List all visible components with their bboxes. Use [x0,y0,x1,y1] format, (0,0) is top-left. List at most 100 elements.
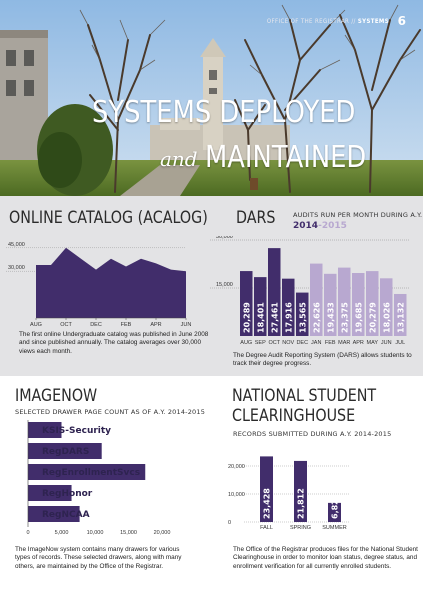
dars-bar [310,263,323,336]
imagenow-title: IMAGENOW [15,386,98,406]
dars-xtick-label: OCT [268,340,280,346]
hero-title-line2: MAINTAINED [205,140,367,175]
imagenow-bar-label: KSIS-Security [42,426,111,436]
dars-bar-value-label: 19,433 [326,302,335,333]
imagenow-xtick-label: 15,000 [120,530,137,536]
nsc-bar-chart: 20,000 10,000 0 23,428 FALL 21,812 SPRING 6,827… [228,456,350,531]
dars-bar [366,271,379,336]
imagenow-bar-label: RegNCAA [42,510,90,520]
dars-bar-value-label: 27,461 [270,302,279,333]
dars-bar [282,278,295,336]
dars-bar [338,267,351,336]
imagenow-description: The ImageNow system contains many drawer… [15,546,182,570]
dars-year-separator: - [318,221,322,231]
imagenow-xtick-label: 20,000 [154,530,171,536]
dars-bar [352,273,365,336]
catalog-xtick-label: JUN [181,322,192,328]
dars-year-2015: 2015 [321,221,347,231]
catalog-ytick-label: 30,000 [8,265,25,271]
imagenow-bar [28,464,146,480]
catalog-ytick-label: 45,000 [8,242,25,248]
dars-bar [380,278,393,336]
nsc-bar [294,460,307,522]
dars-bar-value-label: 22,626 [312,302,321,333]
dars-title: DARS [236,208,276,228]
catalog-xtick-label: FEB [121,322,132,328]
imagenow-xtick-label: 10,000 [87,530,104,536]
dars-bar-value-label: 18,401 [256,302,265,333]
imagenow-hbar-chart: KSIS-Security RegDARS RegEnrollmentSvcs Reg… [26,420,171,536]
dars-xtick-label: JUL [395,340,405,346]
dars-bar-value-label: 13,565 [298,302,307,333]
nsc-title-line1: NATIONAL STUDENT [232,386,377,406]
dars-year-range: 2014-2015 [293,221,347,231]
dars-bar [394,293,407,336]
dars-xtick-label: AUG [240,340,252,346]
nsc-ytick-label: 0 [228,520,231,526]
catalog-area-chart: 45,000 30,000 AUG OCT DEC FEB APR JUN [6,242,192,328]
nsc-subtitle: RECORDS SUBMITTED DURING A.Y. 2014-2015 [233,430,392,438]
catalog-description: The first online Undergraduate catalog w… [19,331,209,355]
dars-ytick-label: 15,000 [216,282,233,288]
nsc-ytick-label: 20,000 [228,464,245,470]
dars-bar-chart: 30,000 15,000 20,289 AUG 18,401 SEP 27,461 OCT 1… [210,236,410,346]
dars-xtick-label: DEC [296,340,308,346]
nsc-title-line2: CLEARINGHOUSE [232,406,356,426]
breadcrumb-separator: // [349,18,358,25]
dars-subtitle: AUDITS RUN PER MONTH DURING A.Y. [293,211,423,219]
dars-bar-value-label: 20,279 [368,302,377,333]
catalog-xtick-label: DEC [90,322,102,328]
dars-ytick-label: 30,000 [216,236,233,240]
catalog-xtick-label: OCT [60,322,72,328]
nsc-bar [260,456,273,522]
catalog-area [36,247,186,318]
nsc-xtick-label: SUMMER [322,525,346,531]
imagenow-xtick-label: 0 [26,530,29,536]
header-breadcrumb: OFFICE OF THE REGISTRAR // SYSTEMS [267,18,389,25]
imagenow-bar-label: RegDARS [42,447,89,457]
dars-bar-value-label: 20,289 [242,302,251,333]
imagenow-bar [28,506,80,522]
dars-xtick-label: NOV [282,340,294,346]
dars-xtick-label: JAN [311,340,321,346]
catalog-title: ONLINE CATALOG (ACALOG) [9,208,208,228]
dars-bar-value-label: 18,026 [382,302,391,333]
dars-bar [254,277,267,336]
hero-title-and: and [160,147,198,171]
catalog-xtick-label: APR [150,322,161,328]
imagenow-bar-label: RegHonor [42,489,93,499]
catalog-xtick-label: AUG [30,322,42,328]
imagenow-bar [28,485,72,501]
nsc-xtick-label: SPRING [290,525,311,531]
dars-xtick-label: JUN [381,340,392,346]
dars-xtick-label: MAY [366,340,378,346]
nsc-bar [328,502,341,522]
dars-bar-value-label: 13,132 [396,302,405,333]
nsc-bar-value-label: 6,827 [331,494,340,519]
imagenow-bar [28,443,102,459]
imagenow-bar-label: RegEnrollmentSvcs [42,468,140,478]
dars-xtick-label: SEP [255,340,266,346]
breadcrumb-office: OFFICE OF THE REGISTRAR [266,18,350,25]
dars-bar [268,248,281,336]
dars-bar-value-label: 17,916 [284,302,293,333]
nsc-description: The Office of the Registrar produces fil… [233,546,418,570]
dars-bar [240,271,253,336]
dars-bar [324,273,337,336]
hero-title-line1: SYSTEMS DEPLOYED [92,95,356,130]
imagenow-xtick-label: 5,000 [55,530,69,536]
dars-bar-value-label: 23,375 [340,302,349,333]
nsc-xtick-label: FALL [260,525,273,531]
nsc-ytick-label: 10,000 [228,492,245,498]
dars-xtick-label: APR [353,340,364,346]
breadcrumb-section: SYSTEMS [357,18,389,25]
dars-xtick-label: FEB [325,340,336,346]
nsc-bar-value-label: 21,812 [297,488,306,519]
dars-bar [296,292,309,336]
dars-description: The Degree Audit Reporting System (DARS)… [233,352,412,368]
dars-xtick-label: MAR [338,340,350,346]
imagenow-subtitle: SELECTED DRAWER PAGE COUNT AS OF A.Y. 20… [15,408,206,416]
dars-year-2014: 2014 [293,221,319,231]
hero-photo: OFFICE OF THE REGISTRAR // SYSTEMS 6 SYS… [0,0,423,196]
